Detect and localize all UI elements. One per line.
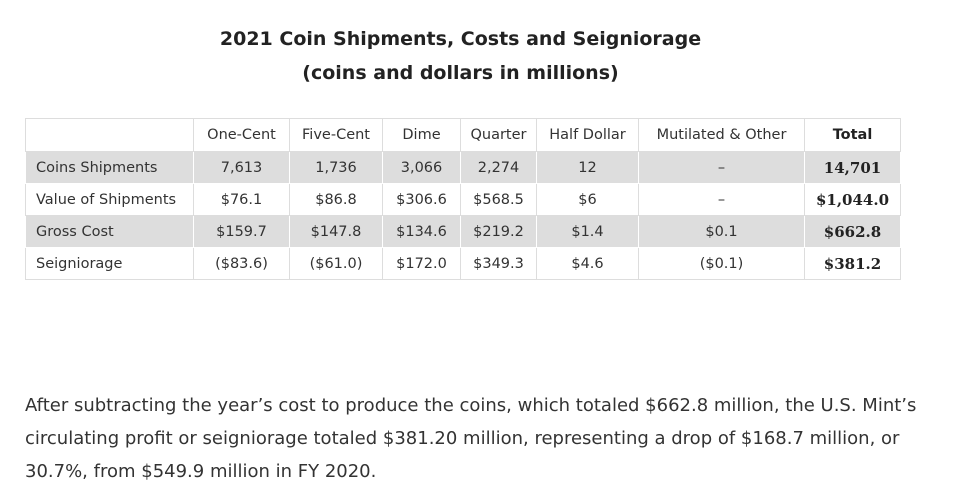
table-cell-total: $381.2 <box>804 247 901 280</box>
table-row: Coins Shipments 7,613 1,736 3,066 2,274 … <box>25 151 901 184</box>
header-cell: Half Dollar <box>536 118 639 152</box>
table-cell: ($83.6) <box>193 247 290 280</box>
summary-paragraph: After subtracting the year’s cost to pro… <box>25 395 917 482</box>
table-cell-total: $1,044.0 <box>804 183 901 216</box>
table-cell: 12 <box>536 151 639 184</box>
table-cell-total: $662.8 <box>804 215 901 248</box>
header-cell-total: Total <box>804 118 901 152</box>
header-cell: Dime <box>382 118 461 152</box>
table-cell: $4.6 <box>536 247 639 280</box>
table-cell: $1.4 <box>536 215 639 248</box>
table-cell: $159.7 <box>193 215 290 248</box>
row-label: Value of Shipments <box>25 183 194 216</box>
header-cell: One-Cent <box>193 118 290 152</box>
table-cell: 3,066 <box>382 151 461 184</box>
table-cell: $76.1 <box>193 183 290 216</box>
table-row: Value of Shipments $76.1 $86.8 $306.6 $5… <box>25 183 901 216</box>
row-label: Coins Shipments <box>25 151 194 184</box>
table-title: 2021 Coin Shipments, Costs and Seigniora… <box>0 22 921 90</box>
table-cell: $147.8 <box>289 215 383 248</box>
table-cell: $172.0 <box>382 247 461 280</box>
table-cell-total: 14,701 <box>804 151 901 184</box>
table-cell: $0.1 <box>638 215 805 248</box>
table-cell: $568.5 <box>460 183 537 216</box>
header-cell: Five-Cent <box>289 118 383 152</box>
table-cell: $219.2 <box>460 215 537 248</box>
table-cell: $349.3 <box>460 247 537 280</box>
table-row: Seigniorage ($83.6) ($61.0) $172.0 $349.… <box>25 247 901 280</box>
table-cell: $134.6 <box>382 215 461 248</box>
table-cell: ($61.0) <box>289 247 383 280</box>
table-cell: 1,736 <box>289 151 383 184</box>
header-cell: Mutilated & Other <box>638 118 805 152</box>
coin-table: One-Cent Five-Cent Dime Quarter Half Dol… <box>25 118 901 280</box>
table-cell: $6 <box>536 183 639 216</box>
table-cell: $306.6 <box>382 183 461 216</box>
table-cell: $86.8 <box>289 183 383 216</box>
table-header-row: One-Cent Five-Cent Dime Quarter Half Dol… <box>25 118 901 152</box>
row-label: Gross Cost <box>25 215 194 248</box>
title-line-2: (coins and dollars in millions) <box>302 62 619 84</box>
header-cell: Quarter <box>460 118 537 152</box>
title-line-1: 2021 Coin Shipments, Costs and Seigniora… <box>219 28 702 50</box>
table-cell: 7,613 <box>193 151 290 184</box>
table-cell: – <box>638 183 805 216</box>
row-label: Seigniorage <box>25 247 194 280</box>
table-row: Gross Cost $159.7 $147.8 $134.6 $219.2 $… <box>25 215 901 248</box>
table-cell: ($0.1) <box>638 247 805 280</box>
table-cell: 2,274 <box>460 151 537 184</box>
table-cell: – <box>638 151 805 184</box>
header-cell <box>25 118 194 152</box>
